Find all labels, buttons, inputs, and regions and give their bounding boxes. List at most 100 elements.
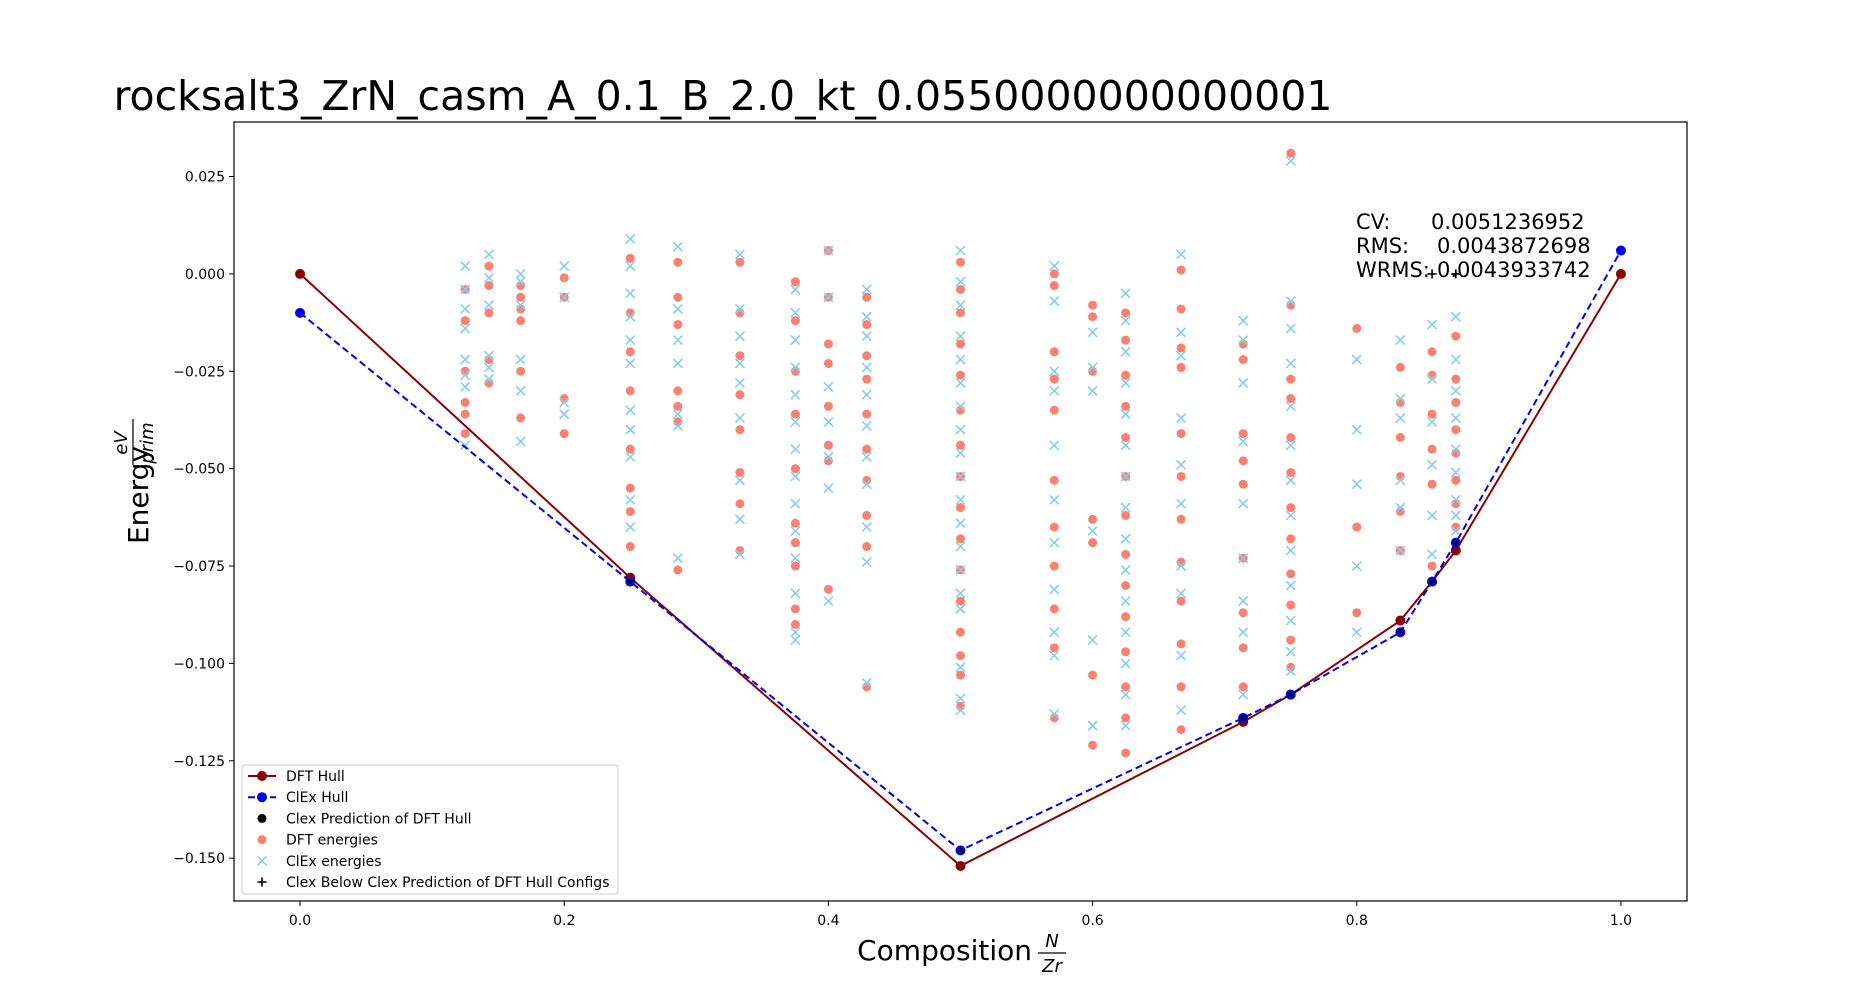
clex-energy-point bbox=[1450, 467, 1461, 478]
legend-item: DFT energies bbox=[257, 833, 378, 849]
clex-energy-point bbox=[861, 389, 872, 400]
clex-energy-point bbox=[790, 525, 801, 537]
clex-energy-point bbox=[734, 358, 745, 369]
clex-energy-point bbox=[1120, 471, 1131, 482]
dft-energy-point bbox=[862, 374, 872, 384]
clex-energy-point bbox=[460, 323, 471, 334]
clex-below-point bbox=[1427, 269, 1437, 279]
dft-energy-point bbox=[673, 320, 683, 330]
x-tick-label: 1.0 bbox=[1610, 913, 1632, 929]
clex-energy-point bbox=[823, 245, 834, 256]
dft-energy-point bbox=[1451, 331, 1461, 341]
dft-energy-point bbox=[1286, 534, 1296, 544]
legend-swatch-marker bbox=[257, 771, 267, 781]
clex-energy-point bbox=[1351, 560, 1362, 572]
clex-prediction-point bbox=[958, 847, 963, 853]
clex-energy-point bbox=[460, 354, 471, 365]
x-tick-label: 0.4 bbox=[817, 913, 839, 929]
clex-energy-point bbox=[1087, 634, 1098, 646]
dft-energy-point bbox=[1451, 475, 1461, 485]
clex-energy-point bbox=[1450, 412, 1461, 424]
clex-prediction-point bbox=[1429, 579, 1435, 585]
dft-energy-point bbox=[862, 292, 872, 302]
clex-energy-point bbox=[1049, 261, 1060, 272]
clex-energy-point bbox=[1426, 374, 1438, 385]
dft-energy-point bbox=[862, 510, 872, 520]
clex-energy-point bbox=[1238, 689, 1249, 700]
dft-energy-point bbox=[1238, 643, 1248, 653]
clex-energy-point bbox=[955, 471, 966, 482]
dft-energy-point bbox=[1121, 335, 1131, 345]
x-tick-label: 0.6 bbox=[1081, 913, 1103, 929]
clex-energy-point bbox=[460, 303, 471, 315]
dft-hull-point bbox=[955, 860, 966, 871]
clex-energy-point bbox=[1426, 549, 1438, 560]
clex-energy-point bbox=[861, 420, 872, 431]
dft-energy-point bbox=[1238, 355, 1248, 365]
legend-label: DFT Hull bbox=[286, 769, 345, 785]
dft-energy-point bbox=[1088, 670, 1098, 680]
clex-energy-point bbox=[625, 494, 636, 505]
dft-energy-point bbox=[790, 409, 800, 419]
clex-energy-point bbox=[861, 331, 872, 342]
clex-energy-point bbox=[625, 522, 636, 533]
dft-energy-point bbox=[823, 339, 833, 349]
dft-energy-point bbox=[735, 425, 745, 435]
clex-energy-point bbox=[625, 335, 636, 346]
dft-energy-point bbox=[1121, 682, 1131, 692]
dft-energy-point bbox=[1121, 510, 1131, 520]
clex-energy-point bbox=[460, 284, 471, 295]
clex-energy-point bbox=[1285, 323, 1296, 334]
dft-energy-point bbox=[625, 253, 635, 263]
dft-energy-point bbox=[1286, 432, 1296, 442]
clex-energy-point bbox=[672, 358, 683, 369]
x-tick-label: 0.0 bbox=[289, 913, 311, 929]
clex-energy-point bbox=[955, 331, 966, 342]
dft-energy-point bbox=[1427, 409, 1437, 419]
clex-energy-point bbox=[955, 377, 966, 389]
dft-energy-point bbox=[956, 339, 965, 349]
legend-label: ClEx Hull bbox=[286, 790, 348, 806]
dft-energy-point bbox=[956, 534, 965, 544]
clex-energy-point bbox=[1238, 377, 1249, 389]
clex-energy-point bbox=[1285, 666, 1296, 677]
x-tick-label: 0.2 bbox=[553, 913, 575, 929]
clex-energy-point bbox=[1285, 440, 1296, 451]
clex-energy-point bbox=[1049, 494, 1060, 505]
clex-energy-point bbox=[790, 362, 801, 373]
clex-energy-point bbox=[790, 284, 801, 295]
clex-energy-point bbox=[515, 354, 526, 365]
dft-energy-point bbox=[790, 518, 800, 528]
legend-swatch-marker bbox=[257, 835, 267, 845]
dft-energy-point bbox=[956, 440, 965, 450]
dft-energy-point bbox=[1238, 479, 1248, 489]
clex-energy-point bbox=[625, 451, 636, 463]
axes-frame bbox=[233, 121, 1688, 902]
clex-energy-point bbox=[861, 557, 872, 568]
legend-item: ClEx Hull bbox=[248, 790, 348, 806]
clex-energy-point bbox=[672, 335, 683, 346]
clex-energy-point bbox=[625, 311, 636, 322]
clex-prediction-point bbox=[1453, 540, 1459, 546]
dft-energy-point bbox=[1451, 397, 1461, 407]
clex-energy-point bbox=[1351, 354, 1362, 365]
clex-energy-point bbox=[672, 553, 683, 564]
dft-hull-point bbox=[1395, 615, 1406, 626]
clex-energy-point bbox=[790, 627, 801, 638]
clex-energy-point bbox=[861, 677, 872, 688]
clex-energy-point bbox=[1285, 475, 1296, 486]
dft-energy-point bbox=[516, 413, 526, 423]
clex-energy-point bbox=[1285, 615, 1296, 626]
legend-label: ClEx energies bbox=[286, 854, 382, 870]
clex-energy-point bbox=[1087, 362, 1098, 373]
clex-energy-point bbox=[1351, 479, 1362, 490]
clex-energy-point bbox=[1176, 560, 1187, 572]
clex-energy-point bbox=[1285, 401, 1296, 412]
clex-energy-point bbox=[1450, 444, 1461, 455]
legend-swatch-marker bbox=[257, 792, 267, 803]
clex-energy-point bbox=[1285, 358, 1296, 369]
clex-energy-point bbox=[955, 424, 966, 435]
clex-energy-point bbox=[823, 596, 834, 607]
clex-energy-point bbox=[1176, 588, 1187, 599]
dft-energy-point bbox=[790, 604, 800, 614]
